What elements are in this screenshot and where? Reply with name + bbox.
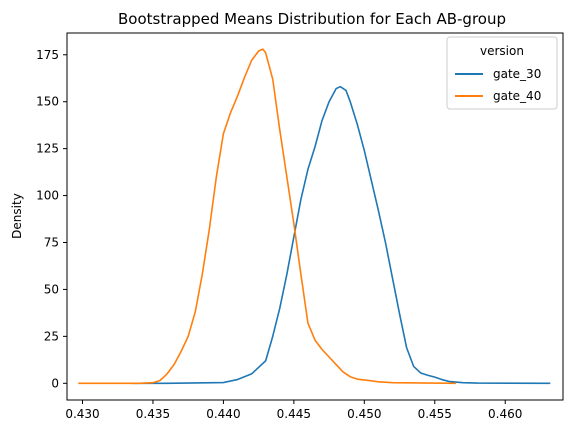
y-tick-label: 100 (36, 189, 59, 203)
legend-box (446, 36, 558, 110)
series-line-gate-30 (131, 85, 551, 385)
y-tick-label: 125 (36, 142, 59, 156)
plot-area (66, 32, 564, 401)
x-tick-label: 0.455 (418, 407, 452, 421)
y-tick-label: 25 (44, 329, 59, 343)
y-axis-label: Density (10, 193, 24, 239)
x-tick-label: 0.450 (347, 407, 381, 421)
legend-label-gate-40: gate_40 (493, 89, 541, 103)
legend: version gate_30 gate_40 (446, 36, 558, 110)
series-layer (78, 48, 551, 385)
x-tick-label: 0.445 (277, 407, 311, 421)
y-tick-label: 0 (51, 376, 59, 390)
legend-label-gate-30: gate_30 (493, 67, 541, 81)
y-tick-label: 50 (44, 282, 59, 296)
series-line-gate-40 (78, 48, 456, 385)
y-tick-label: 75 (44, 235, 59, 249)
ticks-layer: 0.430 0.435 0.440 0.445 0.450 0.455 0.460 0 25 50… (36, 48, 522, 421)
x-tick-label: 0.460 (488, 407, 522, 421)
axes-frame (66, 32, 564, 401)
x-tick-label: 0.430 (65, 407, 99, 421)
chart-title: Bootstrapped Means Distribution for Each… (118, 10, 506, 28)
y-tick-label: 150 (36, 95, 59, 109)
x-tick-label: 0.435 (136, 407, 170, 421)
x-tick-label: 0.440 (206, 407, 240, 421)
legend-title: version (480, 44, 524, 58)
y-tick-label: 175 (36, 48, 59, 62)
